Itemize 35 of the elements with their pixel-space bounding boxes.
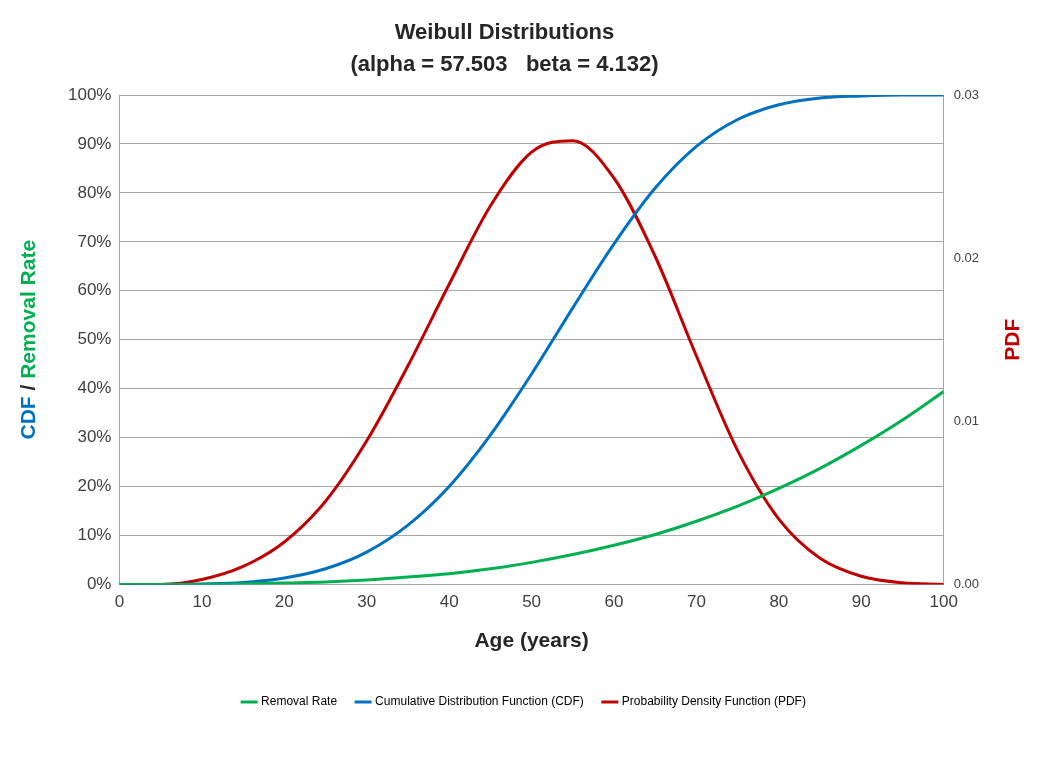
x-axis-title: Age (years) [474, 628, 589, 652]
x-tick-label: 40 [439, 592, 459, 612]
y-tick-label: 20% [77, 476, 112, 496]
x-tick-label: 70 [686, 592, 706, 612]
x-tick-label: 90 [851, 592, 871, 612]
legend-label: Cumulative Distribution Function (CDF) [375, 694, 584, 709]
y2-tick-label: 0.03 [953, 86, 980, 102]
y-tick-label: 50% [77, 329, 112, 349]
chart-subtitle: (alpha = 57.503 beta = 4.132) [350, 51, 659, 77]
y-tick-label: 10% [77, 525, 112, 545]
y-tick-label: 0% [86, 574, 112, 594]
y-tick-label: 80% [77, 182, 112, 202]
x-tick-label: 80 [769, 592, 789, 612]
line-series [119, 390, 944, 585]
y-tick-label: 90% [77, 133, 112, 153]
y2-axis-title: PDF [1000, 318, 1024, 361]
y-axis-title: CDF / Removal Rate [16, 239, 40, 440]
y-tick-label: 30% [77, 427, 112, 447]
x-tick-label: 60 [604, 592, 624, 612]
y2-tick-label: 0.00 [953, 575, 980, 591]
legend-label: Removal Rate [261, 694, 338, 709]
y2-tick-label: 0.02 [953, 249, 980, 265]
x-tick-label: 10 [192, 592, 212, 612]
y-tick-label: 60% [77, 280, 112, 300]
x-tick-label: 0 [114, 592, 125, 612]
x-tick-label: 50 [522, 592, 542, 612]
y2-tick-label: 0.01 [953, 412, 980, 428]
x-tick-label: 20 [274, 592, 294, 612]
chart-title: Weibull Distributions [394, 19, 615, 45]
y-tick-label: 40% [77, 378, 112, 398]
legend-label: Probability Density Function (PDF) [621, 694, 806, 709]
y-tick-label: 100% [68, 84, 112, 104]
y-tick-label: 70% [77, 231, 112, 251]
x-tick-label: 100 [929, 592, 958, 612]
x-tick-label: 30 [357, 592, 377, 612]
